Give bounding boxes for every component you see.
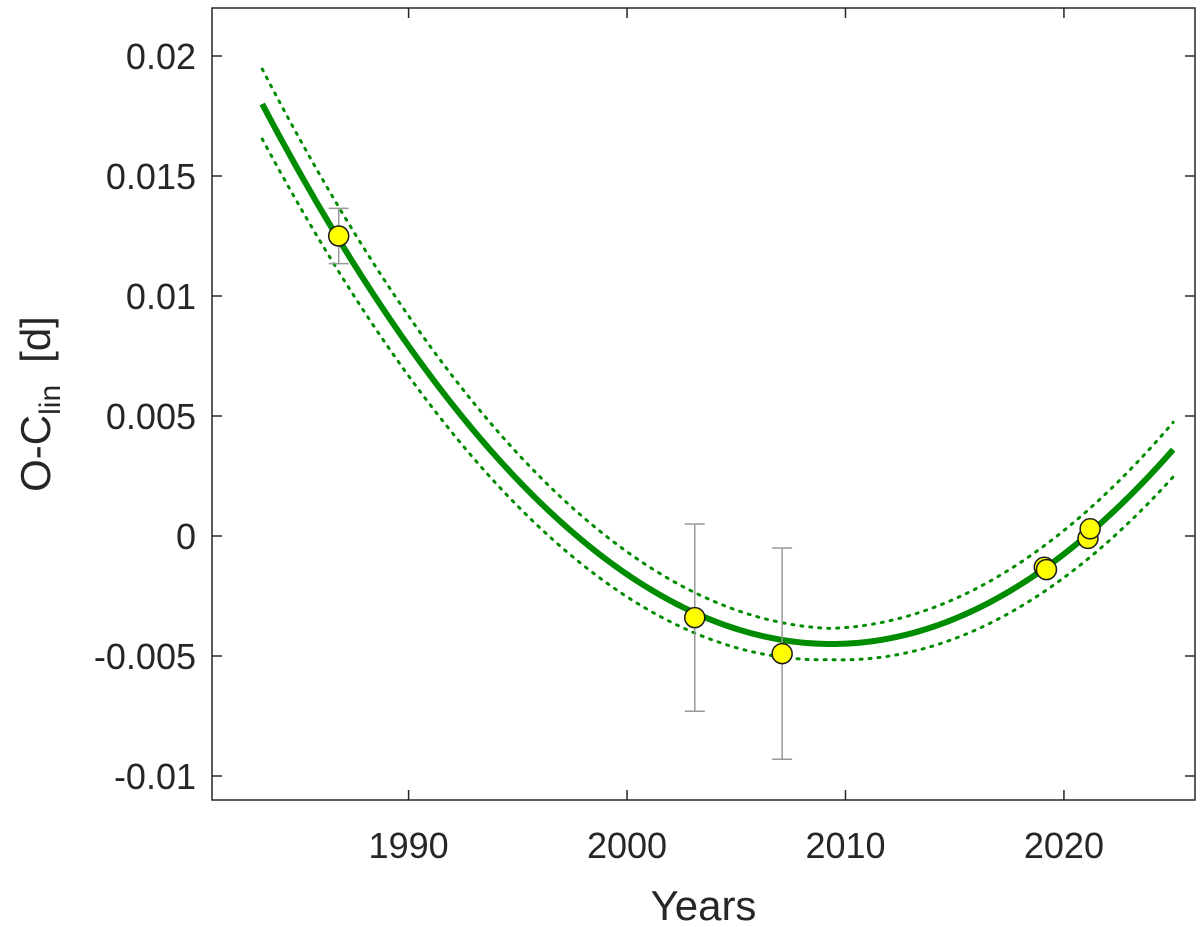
y-axis-label-sub: lin [34,385,67,415]
data-point [684,606,706,629]
data-point [327,225,350,247]
y-axis-label: O-Clin [d] [12,316,67,492]
data-point [771,642,793,665]
confidence-band [260,67,1175,662]
y-tick-label: -0.005 [94,636,196,677]
confidence-lower [260,137,1175,662]
y-tick-label: 0.015 [106,156,196,197]
fit-line [259,102,1176,648]
y-tick-labels: 0.02 0.015 0.01 0.005 0 -0.005 -0.01 [94,36,196,797]
x-tick-label: 2000 [587,825,667,866]
plot-frame [211,7,1196,801]
x-tick-label: 1990 [369,825,449,866]
y-tick-label: 0.005 [106,396,196,437]
error-bars [328,207,793,760]
data-points [327,225,1101,665]
y-axis-label-unit: [d] [12,316,59,363]
confidence-upper [260,67,1175,630]
y-tick-label: 0.01 [126,276,196,317]
axis-ticks [212,8,1195,800]
data-point [1079,518,1101,540]
x-axis-label: Years [651,882,757,927]
y-axis-label-main: O-C [12,415,59,492]
y-tick-label: -0.01 [114,756,196,797]
x-tick-labels: 1990 2000 2010 2020 [369,825,1104,866]
data-point [1035,558,1058,581]
x-tick-label: 2020 [1024,825,1104,866]
x-tick-label: 2010 [805,825,885,866]
quadratic-fit [259,102,1176,648]
y-tick-label: 0 [176,516,196,557]
y-tick-label: 0.02 [126,36,196,77]
